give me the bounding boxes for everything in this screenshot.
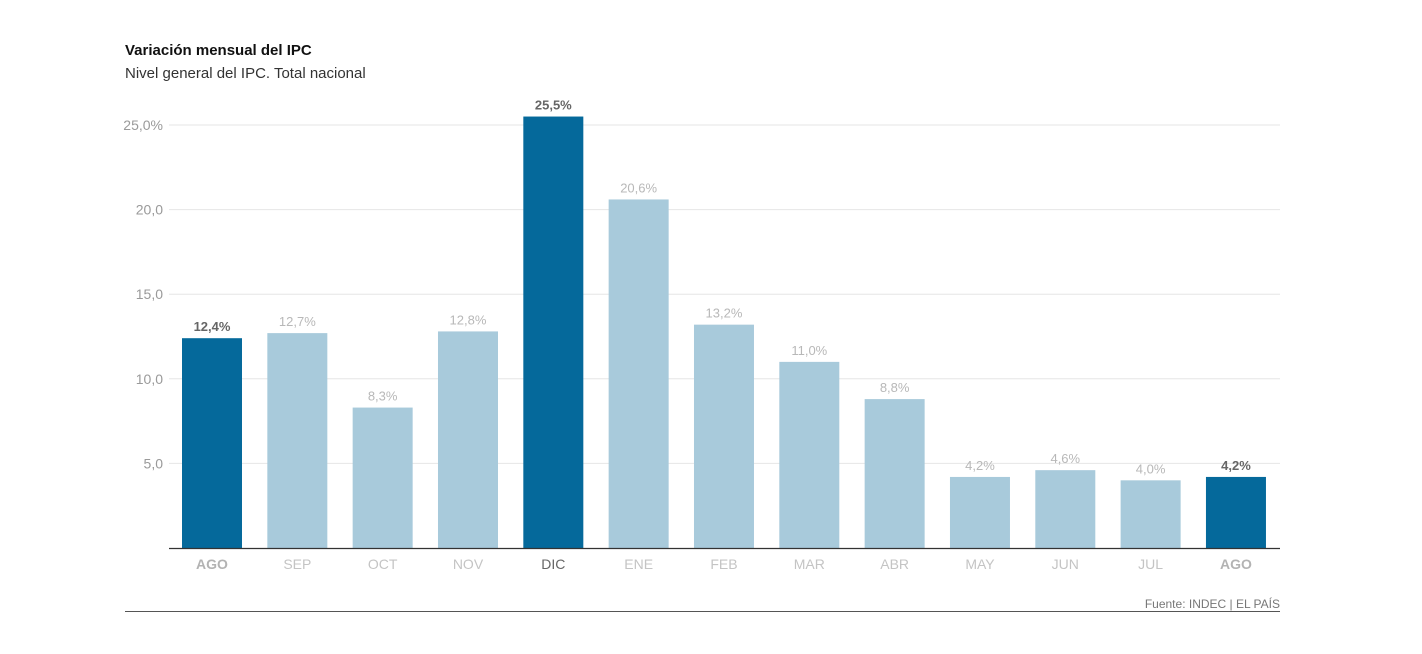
footer-divider [125,611,1280,612]
bar-jun [1035,470,1096,548]
x-tick-label: ABR [880,556,909,572]
bar-ago [182,338,242,548]
source-credit: Fuente: INDEC | EL PAÍS [1144,597,1280,611]
data-label: 4,2% [965,458,995,473]
data-label: 25,5% [535,98,572,113]
x-tick-label: MAY [965,556,995,572]
y-tick-label: 10,0 [136,371,163,387]
x-tick-label: FEB [710,556,737,572]
y-tick-label: 15,0 [136,286,163,302]
x-tick-label: ENE [624,556,653,572]
chart-title: Variación mensual del IPC [125,42,312,59]
bar-may [949,476,1010,548]
bar-mar [779,361,840,548]
x-tick-label: JUN [1052,556,1079,572]
x-tick-label: SEP [283,556,311,572]
x-tick-label: AGO [1220,556,1252,572]
bar-oct [352,407,413,548]
data-label: 4,0% [1136,461,1166,476]
bar-nov [437,331,498,548]
bar-abr [864,399,925,548]
data-label: 4,2% [1221,458,1251,473]
x-tick-label: NOV [453,556,484,572]
y-tick-label: 20,0 [136,202,163,218]
data-label: 12,7% [279,314,316,329]
chart-subtitle: Nivel general del IPC. Total nacional [125,65,366,82]
bar-ene [608,199,669,548]
bar-sep [267,333,328,548]
data-label: 8,8% [880,380,910,395]
data-label: 20,6% [620,180,657,195]
bar-dic [523,116,584,548]
bar-feb [693,324,754,548]
data-label: 11,0% [791,343,827,358]
x-tick-label: DIC [541,556,565,572]
x-tick-label: MAR [794,556,825,572]
data-label: 12,4% [194,319,231,334]
x-tick-label: AGO [196,556,228,572]
data-label: 4,6% [1050,451,1080,466]
bar-jul [1120,480,1181,548]
y-tick-label: 5,0 [144,455,164,471]
data-label: 12,8% [450,312,487,327]
data-label: 13,2% [706,306,743,321]
data-label: 8,3% [368,389,398,404]
x-tick-label: JUL [1138,556,1163,572]
y-tick-label: 25,0% [123,117,163,133]
x-tick-label: OCT [368,556,398,572]
bar-ago [1205,476,1266,548]
